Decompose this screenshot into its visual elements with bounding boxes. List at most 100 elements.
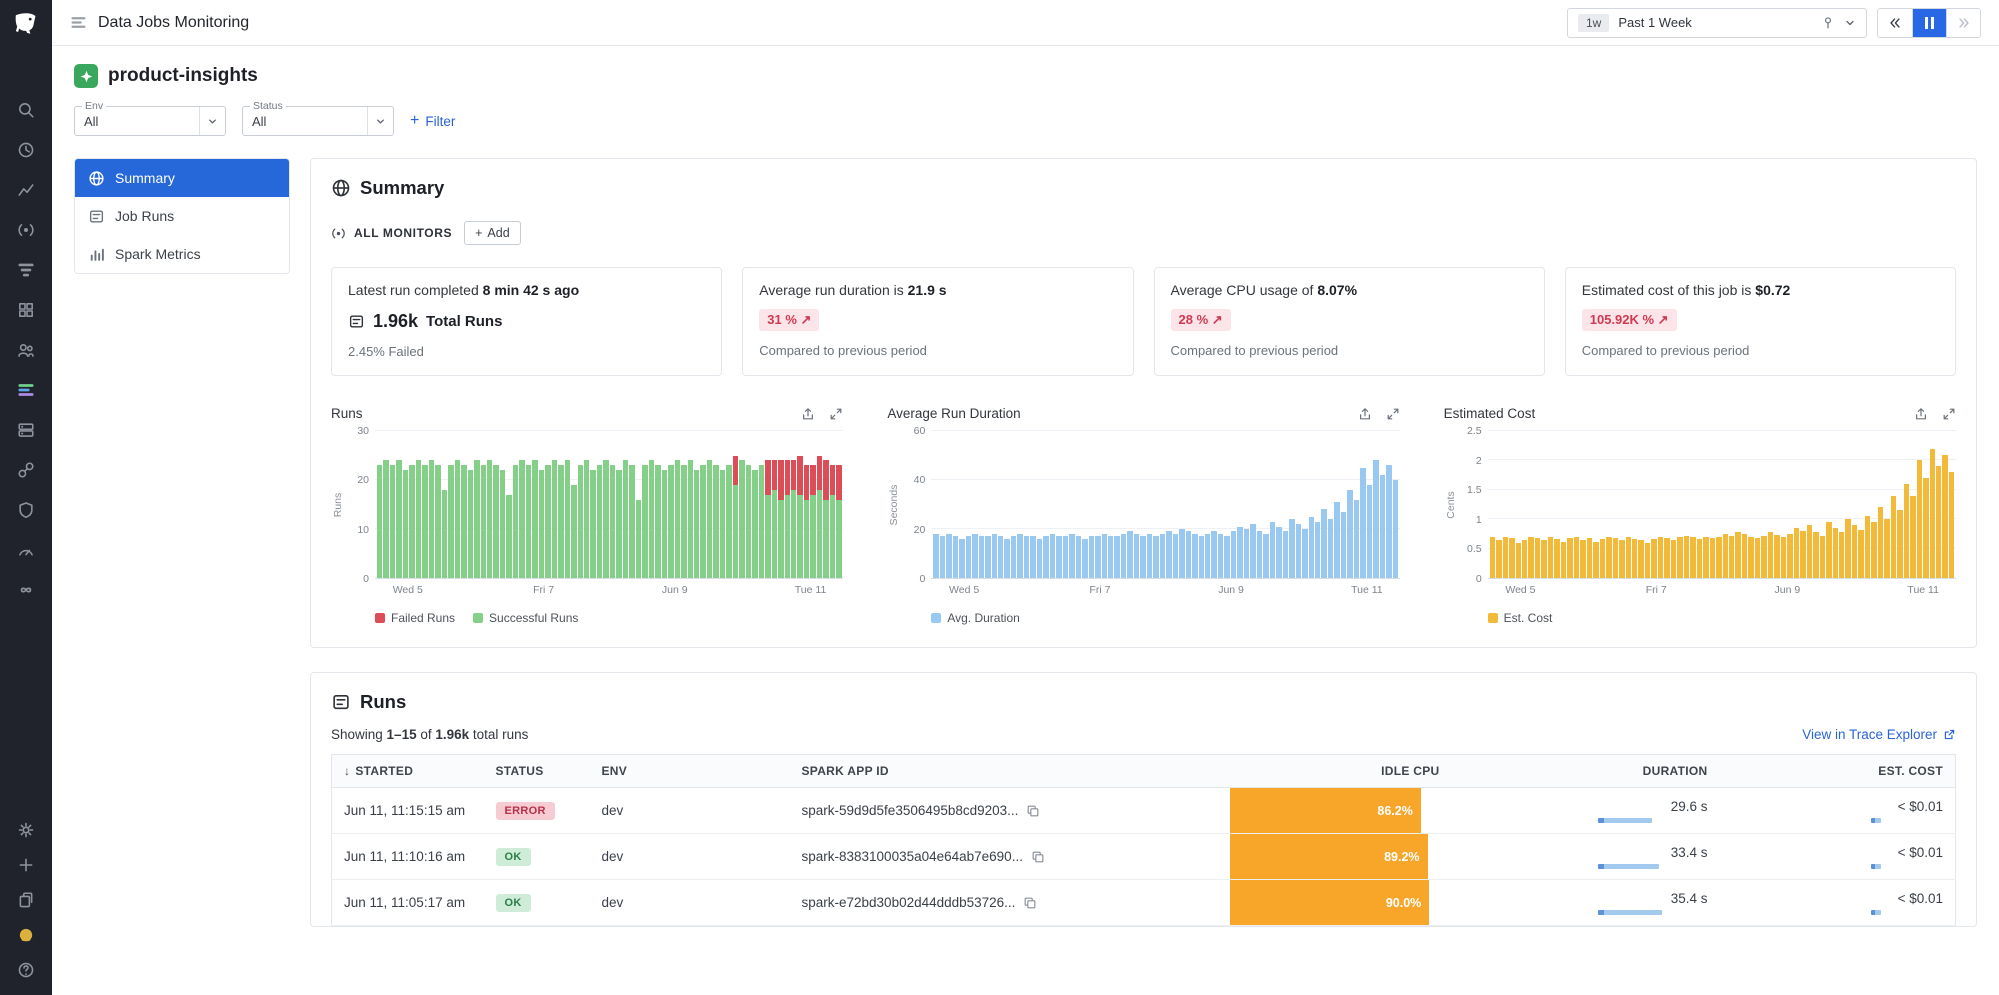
table-row[interactable]: Jun 11, 11:15:15 am ERROR dev spark-59d9… bbox=[331, 787, 1956, 834]
runs-table: ↓ STARTED STATUS ENV SPARK APP ID IDLE CP… bbox=[331, 754, 1956, 926]
legend-item[interactable]: Est. Cost bbox=[1487, 611, 1552, 625]
column-spark-app-id[interactable]: SPARK APP ID bbox=[789, 754, 1230, 788]
stat-card-cpu[interactable]: Average CPU usage of 8.07% 28 % ↗ Compar… bbox=[1153, 267, 1545, 376]
nav-item-summary[interactable]: Summary bbox=[75, 159, 289, 197]
monitor-icon bbox=[331, 226, 346, 241]
app-title: Data Jobs Monitoring bbox=[98, 13, 250, 31]
list-icon bbox=[331, 692, 351, 712]
nav-item-job-runs[interactable]: Job Runs bbox=[75, 197, 289, 235]
pin-icon[interactable] bbox=[1821, 16, 1835, 30]
chart-title: Runs bbox=[331, 406, 363, 421]
gridline bbox=[1487, 518, 1956, 520]
bars[interactable] bbox=[933, 431, 1399, 578]
bars[interactable] bbox=[1489, 431, 1955, 578]
stat-value: 8 min 42 s ago bbox=[482, 282, 580, 298]
integrations-icon[interactable] bbox=[17, 301, 35, 319]
column-started[interactable]: ↓ STARTED bbox=[331, 754, 484, 788]
x-tick-label: Fri 7 bbox=[1645, 584, 1667, 596]
status-filter-select[interactable]: Status All bbox=[242, 100, 394, 136]
ci-icon[interactable] bbox=[17, 581, 35, 599]
x-tick-label: Jun 9 bbox=[661, 584, 688, 596]
y-tick-label: 0 bbox=[1475, 573, 1482, 585]
legend-item[interactable]: Avg. Duration bbox=[931, 611, 1020, 625]
table-row[interactable]: Jun 11, 11:10:16 am OK dev spark-8383100… bbox=[331, 833, 1956, 880]
add-filter-button[interactable]: + Filter bbox=[410, 113, 455, 129]
env-filter-label: Env bbox=[82, 100, 107, 112]
chevron-down-icon[interactable] bbox=[1844, 17, 1856, 29]
nav-item-label: Job Runs bbox=[115, 208, 175, 224]
idle-cpu-bar: 86.2% bbox=[1229, 788, 1421, 833]
plus-icon: + bbox=[475, 226, 483, 240]
main-area: Data Jobs Monitoring 1w Past 1 Week bbox=[52, 0, 1999, 995]
monitors-icon[interactable] bbox=[17, 221, 35, 239]
docs-icon[interactable] bbox=[17, 891, 35, 909]
export-icon[interactable] bbox=[1914, 407, 1928, 421]
summary-panel: Summary ALL MONITORS + Add bbox=[310, 158, 1977, 648]
expand-icon[interactable] bbox=[1942, 407, 1956, 421]
x-axis: Wed 5 Fri 7 Jun 9 Tue 11 bbox=[375, 584, 843, 599]
env-filter-select[interactable]: Env All bbox=[74, 100, 226, 136]
column-est-cost[interactable]: EST. COST bbox=[1719, 754, 1956, 788]
stat-text: Estimated cost of this job is bbox=[1581, 282, 1756, 298]
users-icon[interactable] bbox=[17, 341, 35, 359]
search-icon[interactable] bbox=[17, 101, 35, 119]
copy-icon[interactable] bbox=[1026, 804, 1040, 818]
status-badge: OK bbox=[495, 847, 531, 866]
datadog-logo[interactable] bbox=[12, 10, 40, 43]
y-tick-label: 20 bbox=[913, 523, 926, 536]
pause-button[interactable] bbox=[1912, 8, 1946, 37]
chart-legend: Avg. Duration bbox=[931, 611, 1399, 625]
summary-title: Summary bbox=[360, 177, 445, 198]
legend-item[interactable]: Successful Runs bbox=[473, 611, 578, 625]
plot-area bbox=[931, 430, 1400, 579]
gridline bbox=[1487, 430, 1956, 431]
view-in-trace-explorer-link[interactable]: View in Trace Explorer bbox=[1802, 727, 1956, 742]
table-row[interactable]: Jun 11, 11:05:17 am OK dev spark-e72bd30… bbox=[331, 879, 1956, 926]
copy-icon[interactable] bbox=[1031, 850, 1045, 864]
column-env[interactable]: ENV bbox=[589, 754, 790, 788]
cost-bar bbox=[1871, 909, 1881, 915]
plus-icon[interactable] bbox=[17, 856, 35, 874]
expand-icon[interactable] bbox=[1386, 407, 1400, 421]
infrastructure-icon[interactable] bbox=[17, 421, 35, 439]
apm-icon[interactable] bbox=[17, 261, 35, 279]
cost-bar bbox=[1871, 863, 1881, 869]
stat-card-total-runs[interactable]: Latest run completed 8 min 42 s ago 1.96… bbox=[331, 267, 723, 376]
add-monitor-button[interactable]: + Add bbox=[464, 221, 521, 245]
connections-icon[interactable] bbox=[17, 461, 35, 479]
y-axis: 0 10 20 30 bbox=[345, 425, 375, 585]
bits-ai-icon[interactable] bbox=[17, 926, 35, 944]
y-axis: 0 0.5 1 1.5 2 2.5 bbox=[1458, 425, 1488, 585]
time-range-picker[interactable]: 1w Past 1 Week bbox=[1567, 7, 1867, 38]
stat-card-duration[interactable]: Average run duration is 21.9 s 31 % ↗ Co… bbox=[742, 267, 1134, 376]
help-icon[interactable] bbox=[17, 961, 35, 979]
copy-icon[interactable] bbox=[1023, 896, 1037, 910]
status-badge: ERROR bbox=[495, 801, 555, 820]
history-icon[interactable] bbox=[17, 141, 35, 159]
y-tick-label: 1.5 bbox=[1467, 484, 1482, 497]
nav-item-spark-metrics[interactable]: Spark Metrics bbox=[75, 235, 289, 273]
expand-icon[interactable] bbox=[829, 407, 843, 421]
metrics-icon[interactable] bbox=[17, 181, 35, 199]
duration-bar bbox=[1597, 817, 1652, 823]
column-status[interactable]: STATUS bbox=[483, 754, 590, 788]
settings-icon[interactable] bbox=[17, 821, 35, 839]
security-icon[interactable] bbox=[17, 501, 35, 519]
column-idle-cpu[interactable]: IDLE CPU bbox=[1229, 754, 1452, 788]
started-cell: Jun 11, 11:15:15 am bbox=[331, 787, 484, 834]
time-playback-controls bbox=[1877, 7, 1981, 38]
sort-desc-icon: ↓ bbox=[344, 764, 351, 778]
time-back-button[interactable] bbox=[1878, 8, 1912, 37]
page-content: product-insights Env All Status All + Fi… bbox=[52, 46, 1999, 995]
export-icon[interactable] bbox=[1358, 407, 1372, 421]
bars[interactable] bbox=[377, 431, 842, 578]
export-icon[interactable] bbox=[801, 407, 815, 421]
stat-card-cost[interactable]: Estimated cost of this job is $0.72 105.… bbox=[1564, 267, 1956, 376]
runs-title: Runs bbox=[360, 691, 407, 712]
time-forward-button[interactable] bbox=[1946, 8, 1980, 37]
data-jobs-icon[interactable] bbox=[17, 381, 35, 399]
filter-row: Env All Status All + Filter bbox=[74, 100, 1977, 136]
legend-item[interactable]: Failed Runs bbox=[375, 611, 455, 625]
column-duration[interactable]: DURATION bbox=[1451, 754, 1720, 788]
dashboards-icon[interactable] bbox=[17, 541, 35, 559]
